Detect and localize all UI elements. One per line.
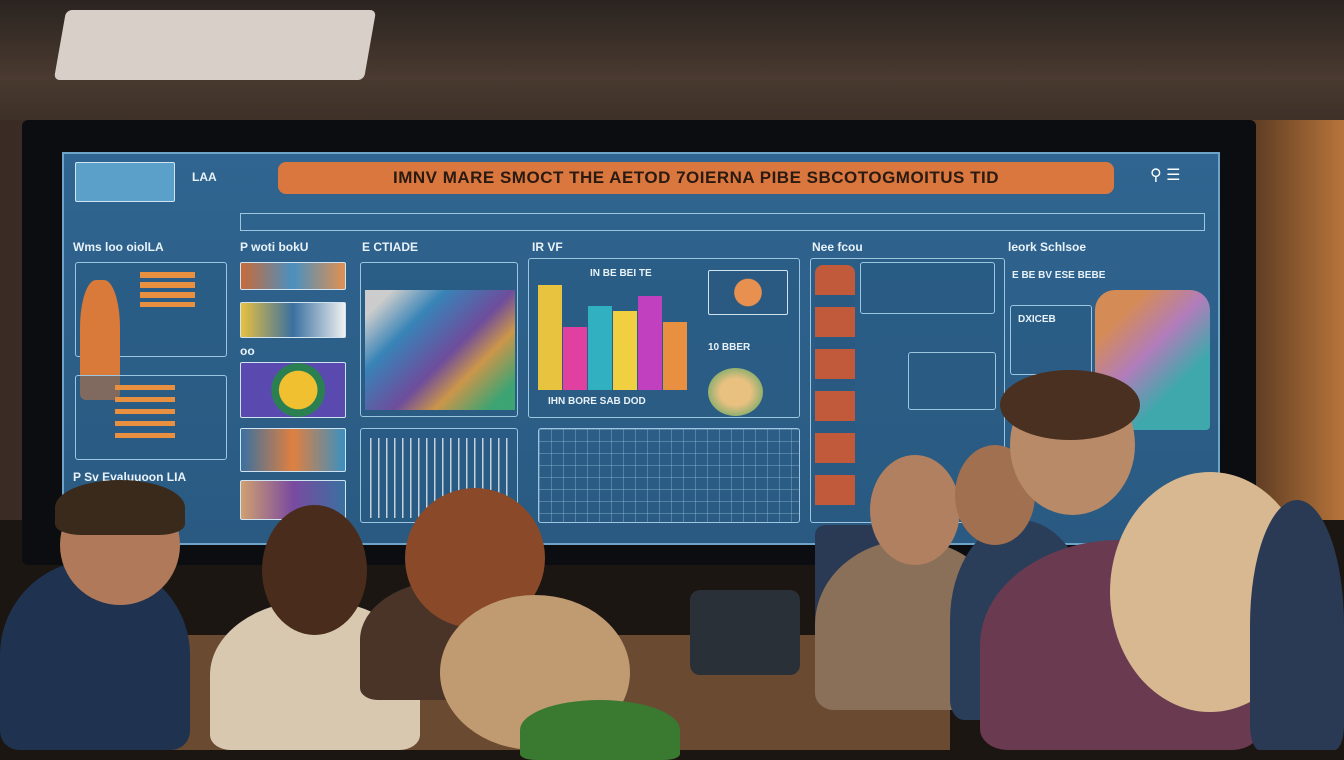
person-hair [55, 480, 185, 535]
thumbnail [240, 262, 346, 290]
pie-chart [708, 270, 788, 315]
pie-chart [240, 362, 346, 418]
panel-sub: oo [240, 344, 255, 358]
screen-label: LAA [192, 170, 217, 184]
panel-heading: leork Schlsoe [1008, 240, 1087, 254]
logo-block [75, 162, 175, 202]
menu-icon[interactable]: ⚲ ☰ [1150, 167, 1181, 184]
avatar-list [815, 265, 855, 515]
thumbnail [240, 428, 346, 472]
bar-list [115, 385, 175, 445]
person-head [870, 455, 960, 565]
bar-chart [538, 285, 688, 390]
chart-title: IN BE BEI TE [590, 268, 652, 279]
person-hair [1000, 370, 1140, 440]
thumbnail [240, 302, 346, 338]
chart-bar [563, 327, 587, 390]
chart-bar [638, 295, 662, 390]
bar-list [140, 272, 195, 307]
chart-bar [663, 321, 687, 390]
panel-heading: E CTIADE [362, 240, 419, 254]
filter-bar [240, 213, 1205, 231]
person [1250, 500, 1344, 750]
dashboard-title: IMNV MARE SMOCT THE AETOD 7OIERNA PIBE S… [278, 162, 1114, 194]
ceiling-light [53, 10, 377, 80]
panel-sub: 10 BBER [708, 342, 751, 353]
panel-heading: Wms loo oiolLA [73, 240, 164, 254]
panel-sub: E BE BV ESE BEBE [1012, 270, 1106, 281]
bag [690, 590, 800, 675]
list-item [908, 352, 996, 410]
illustration [708, 368, 763, 416]
panel-heading: Nee fcou [812, 240, 863, 254]
panel-heading: IR VF [532, 240, 563, 254]
info-box [1010, 305, 1092, 375]
person [520, 700, 680, 760]
box-label: DXICEB [1018, 314, 1056, 325]
chart-bar [613, 311, 637, 390]
chart-caption: IHN BORE SAB DOD [548, 396, 646, 407]
person-hair [262, 505, 367, 635]
panel-heading: P woti bokU [240, 240, 309, 254]
illustration [365, 290, 515, 410]
chart-bar [538, 285, 562, 390]
wall-arch [1250, 120, 1344, 520]
chart-bar [588, 306, 612, 390]
list-item [860, 262, 995, 314]
grid-chart [538, 428, 800, 523]
